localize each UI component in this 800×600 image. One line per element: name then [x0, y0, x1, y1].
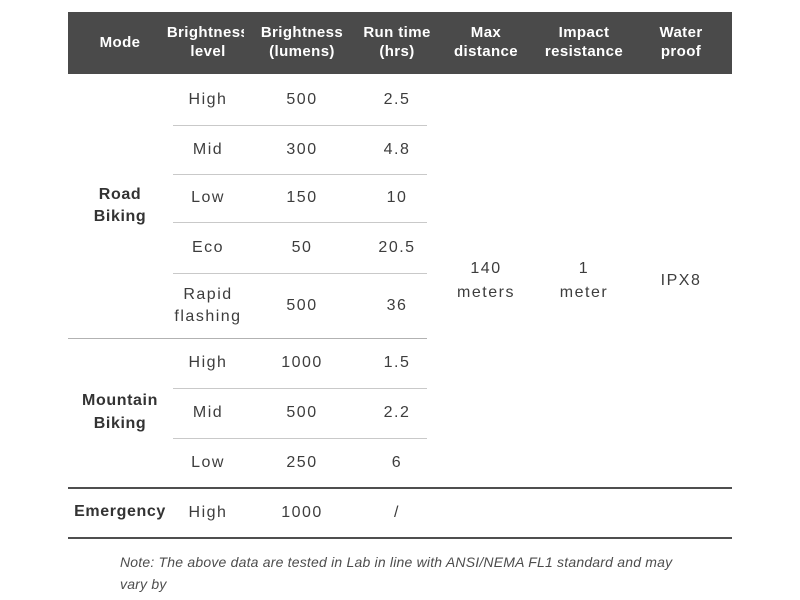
- mountain-low-level: Low: [191, 453, 225, 471]
- road-mid-runtime: 4.8: [383, 140, 411, 158]
- road-eco-runtime: 20.5: [378, 238, 416, 256]
- row-divider: [173, 438, 427, 439]
- header-max-distance: Max distance: [434, 12, 538, 74]
- road-mid-level: Mid: [192, 140, 224, 158]
- header-run-time: Run time (hrs): [360, 12, 434, 74]
- strong-divider-bottom: [68, 537, 732, 539]
- strong-divider-top: [68, 487, 732, 489]
- mountain-high-runtime: 1.5: [383, 354, 411, 372]
- row-divider: [173, 125, 427, 126]
- road-eco-level: Eco: [191, 238, 225, 256]
- max-distance-value: 140 meters: [457, 260, 515, 301]
- mountain-mid-level: Mid: [192, 404, 224, 422]
- header-brightness-level: Brightness level: [167, 12, 249, 74]
- road-high-level: High: [188, 90, 228, 108]
- road-low-level: Low: [191, 189, 225, 207]
- impact-resistance-value: 1 meter: [559, 260, 609, 301]
- mountain-mid-runtime: 2.2: [383, 404, 411, 422]
- footnote: Note: The above data are tested in Lab i…: [120, 554, 673, 600]
- header-impact-resistance: Impact resistance: [538, 12, 630, 74]
- mountain-low-runtime: 6: [391, 453, 403, 471]
- water-proof-value: IPX8: [660, 271, 702, 289]
- mode-label-emergency: Emergency: [74, 503, 166, 521]
- road-eco-lumens: 50: [291, 238, 313, 256]
- row-divider: [173, 273, 427, 274]
- header-water-proof: Water proof: [630, 12, 732, 74]
- road-high-runtime: 2.5: [383, 90, 411, 108]
- mountain-high-level: High: [188, 354, 228, 372]
- road-rapid-flashing-lumens: 500: [286, 296, 318, 314]
- road-mid-lumens: 300: [286, 140, 318, 158]
- road-high-lumens: 500: [286, 90, 318, 108]
- emergency-high-level: High: [188, 503, 228, 521]
- road-low-lumens: 150: [286, 189, 318, 207]
- row-divider: [173, 222, 427, 223]
- mountain-mid-lumens: 500: [286, 404, 318, 422]
- emergency-high-lumens: 1000: [281, 503, 323, 521]
- mountain-high-lumens: 1000: [281, 354, 323, 372]
- group-divider: [68, 338, 427, 339]
- row-divider: [173, 174, 427, 175]
- mode-label-mountain-biking: Mountain Biking: [82, 392, 158, 432]
- mountain-low-lumens: 250: [286, 453, 318, 471]
- header-brightness-lumens: Brightness (lumens): [244, 12, 360, 74]
- emergency-high-runtime: /: [394, 503, 400, 521]
- row-divider: [173, 388, 427, 389]
- road-rapid-flashing-level: Rapid flashing: [174, 285, 242, 325]
- road-rapid-flashing-runtime: 36: [386, 296, 408, 314]
- bike-light-spec-table: Mode Brightness level Brightness (lumens…: [68, 12, 732, 540]
- road-low-runtime: 10: [386, 189, 408, 207]
- header-mode: Mode: [68, 12, 172, 74]
- mode-label-road-biking: Road Biking: [93, 185, 147, 225]
